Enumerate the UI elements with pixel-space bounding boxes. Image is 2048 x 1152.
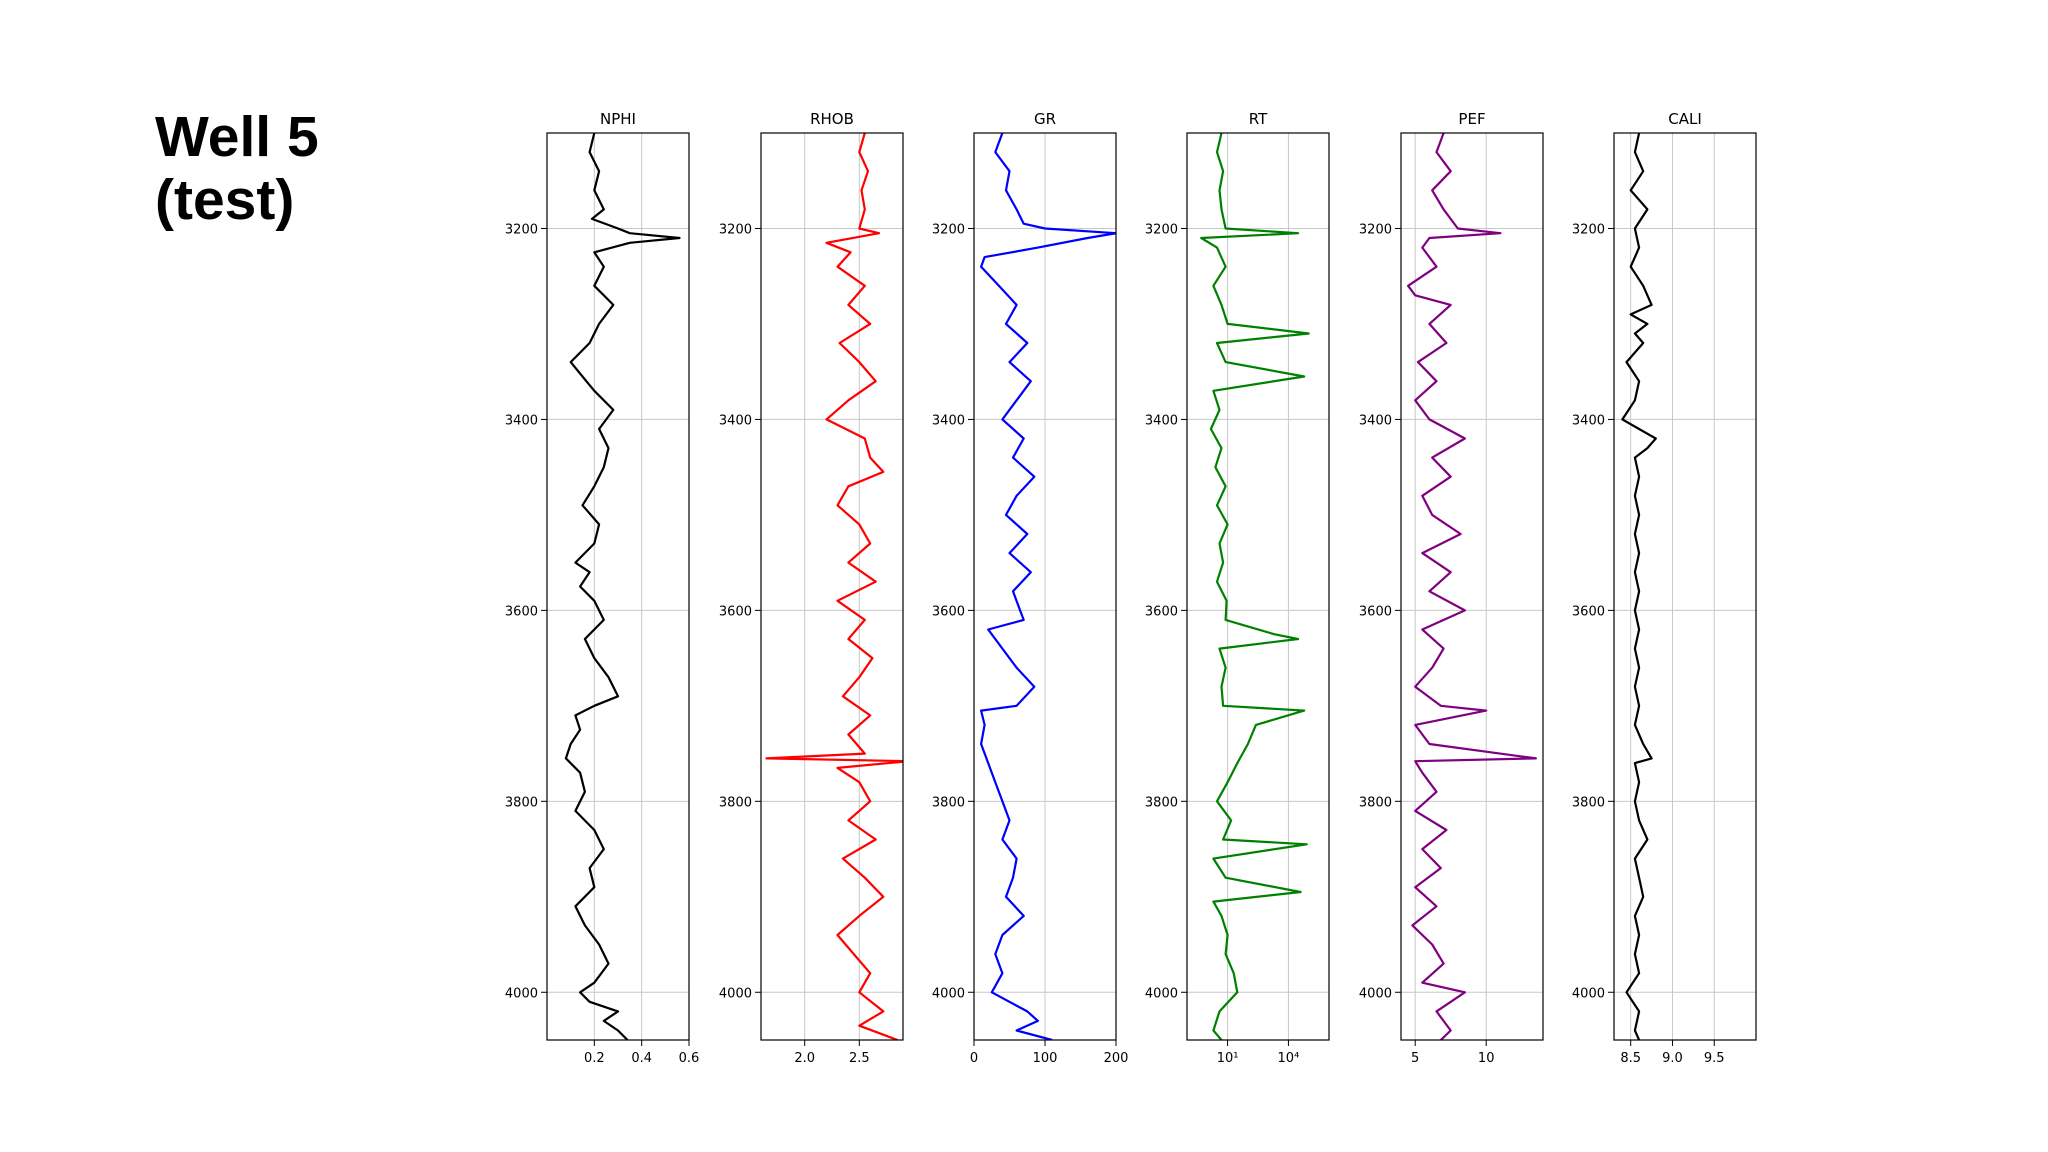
y-tick-label: 3200: [1145, 222, 1178, 237]
x-tick-label: 10: [1478, 1051, 1495, 1066]
track-frame: [973, 132, 1117, 1041]
y-tick-label: 3400: [1145, 413, 1178, 428]
x-tick-label: 9.5: [1704, 1051, 1725, 1066]
x-tick-label: 100: [1033, 1051, 1058, 1066]
x-tick-label: 0.4: [631, 1051, 652, 1066]
y-tick-label: 4000: [1572, 986, 1605, 1001]
track-title: PEF: [1458, 110, 1485, 128]
y-tick-label: 3600: [505, 604, 538, 619]
y-tick-label: 3600: [1572, 604, 1605, 619]
y-tick-label: 3600: [932, 604, 965, 619]
track-rt: 10¹ 10⁴ 3200 3400 3600 3800 4000 RT: [1145, 110, 1330, 1066]
y-tick-label: 3800: [1572, 795, 1605, 810]
track-frame: [1186, 132, 1330, 1041]
x-tick-label: 2.5: [849, 1051, 870, 1066]
x-tick-label: 10⁴: [1278, 1051, 1300, 1066]
y-tick-label: 4000: [719, 986, 752, 1001]
y-tick-label: 3200: [505, 222, 538, 237]
y-tick-label: 3600: [1359, 604, 1392, 619]
y-tick-label: 3200: [719, 222, 752, 237]
y-tick-label: 4000: [505, 986, 538, 1001]
y-tick-label: 4000: [1359, 986, 1392, 1001]
curve-pef: [1406, 133, 1538, 1040]
x-tick-label: 10¹: [1217, 1051, 1239, 1066]
x-tick-label: 0.2: [584, 1051, 605, 1066]
track-nphi: 0.2 0.4 0.6 3200 3400 3600 3800 4000 NPHI: [505, 110, 699, 1066]
x-tick-label: 5: [1411, 1051, 1419, 1066]
track-frame: [1400, 132, 1544, 1041]
y-tick-label: 4000: [1145, 986, 1178, 1001]
y-tick-label: 3400: [505, 413, 538, 428]
track-title: GR: [1034, 110, 1056, 128]
y-tick-label: 3400: [932, 413, 965, 428]
track-cali: 8.5 9.0 9.5 3200 3400 3600 3800 4000 CALI: [1572, 110, 1757, 1066]
curve-rhob: [765, 133, 903, 1040]
track-frame: [546, 132, 690, 1041]
track-title: RT: [1249, 110, 1268, 128]
y-tick-label: 3400: [1359, 413, 1392, 428]
slide-title-line-1: Well 5: [155, 105, 319, 169]
slide-title-line-2: (test): [155, 168, 295, 232]
x-tick-label: 2.0: [794, 1051, 815, 1066]
slide-title: Well 5 (test): [155, 106, 319, 232]
y-tick-label: 3600: [719, 604, 752, 619]
curve-cali: [1621, 133, 1657, 1040]
y-tick-label: 3200: [932, 222, 965, 237]
x-tick-label: 0: [970, 1051, 978, 1066]
y-tick-label: 3800: [505, 795, 538, 810]
curve-rt: [1200, 133, 1310, 1040]
track-title: RHOB: [810, 110, 854, 128]
x-tick-label: 0.6: [679, 1051, 700, 1066]
y-tick-label: 3800: [932, 795, 965, 810]
y-tick-label: 3800: [1145, 795, 1178, 810]
track-gr: 0 100 200 3200 3400 3600 3800 4000 GR: [932, 110, 1129, 1066]
y-tick-label: 3800: [1359, 795, 1392, 810]
track-frame: [760, 132, 904, 1041]
track-rhob: 2.0 2.5 3200 3400 3600 3800 4000 RHOB: [719, 110, 904, 1066]
x-tick-label: 9.0: [1662, 1051, 1683, 1066]
y-tick-label: 3400: [719, 413, 752, 428]
y-tick-label: 3600: [1145, 604, 1178, 619]
y-tick-label: 3400: [1572, 413, 1605, 428]
track-title: NPHI: [600, 110, 636, 128]
y-tick-label: 3200: [1572, 222, 1605, 237]
y-tick-label: 4000: [932, 986, 965, 1001]
track-pef: 5 10 3200 3400 3600 3800 4000 PEF: [1359, 110, 1544, 1066]
track-frame: [1613, 132, 1757, 1041]
curve-gr: [979, 133, 1116, 1040]
curve-nphi: [564, 133, 681, 1040]
y-tick-label: 3200: [1359, 222, 1392, 237]
x-tick-label: 8.5: [1620, 1051, 1641, 1066]
track-title: CALI: [1668, 110, 1702, 128]
y-tick-label: 3800: [719, 795, 752, 810]
x-tick-label: 200: [1104, 1051, 1129, 1066]
